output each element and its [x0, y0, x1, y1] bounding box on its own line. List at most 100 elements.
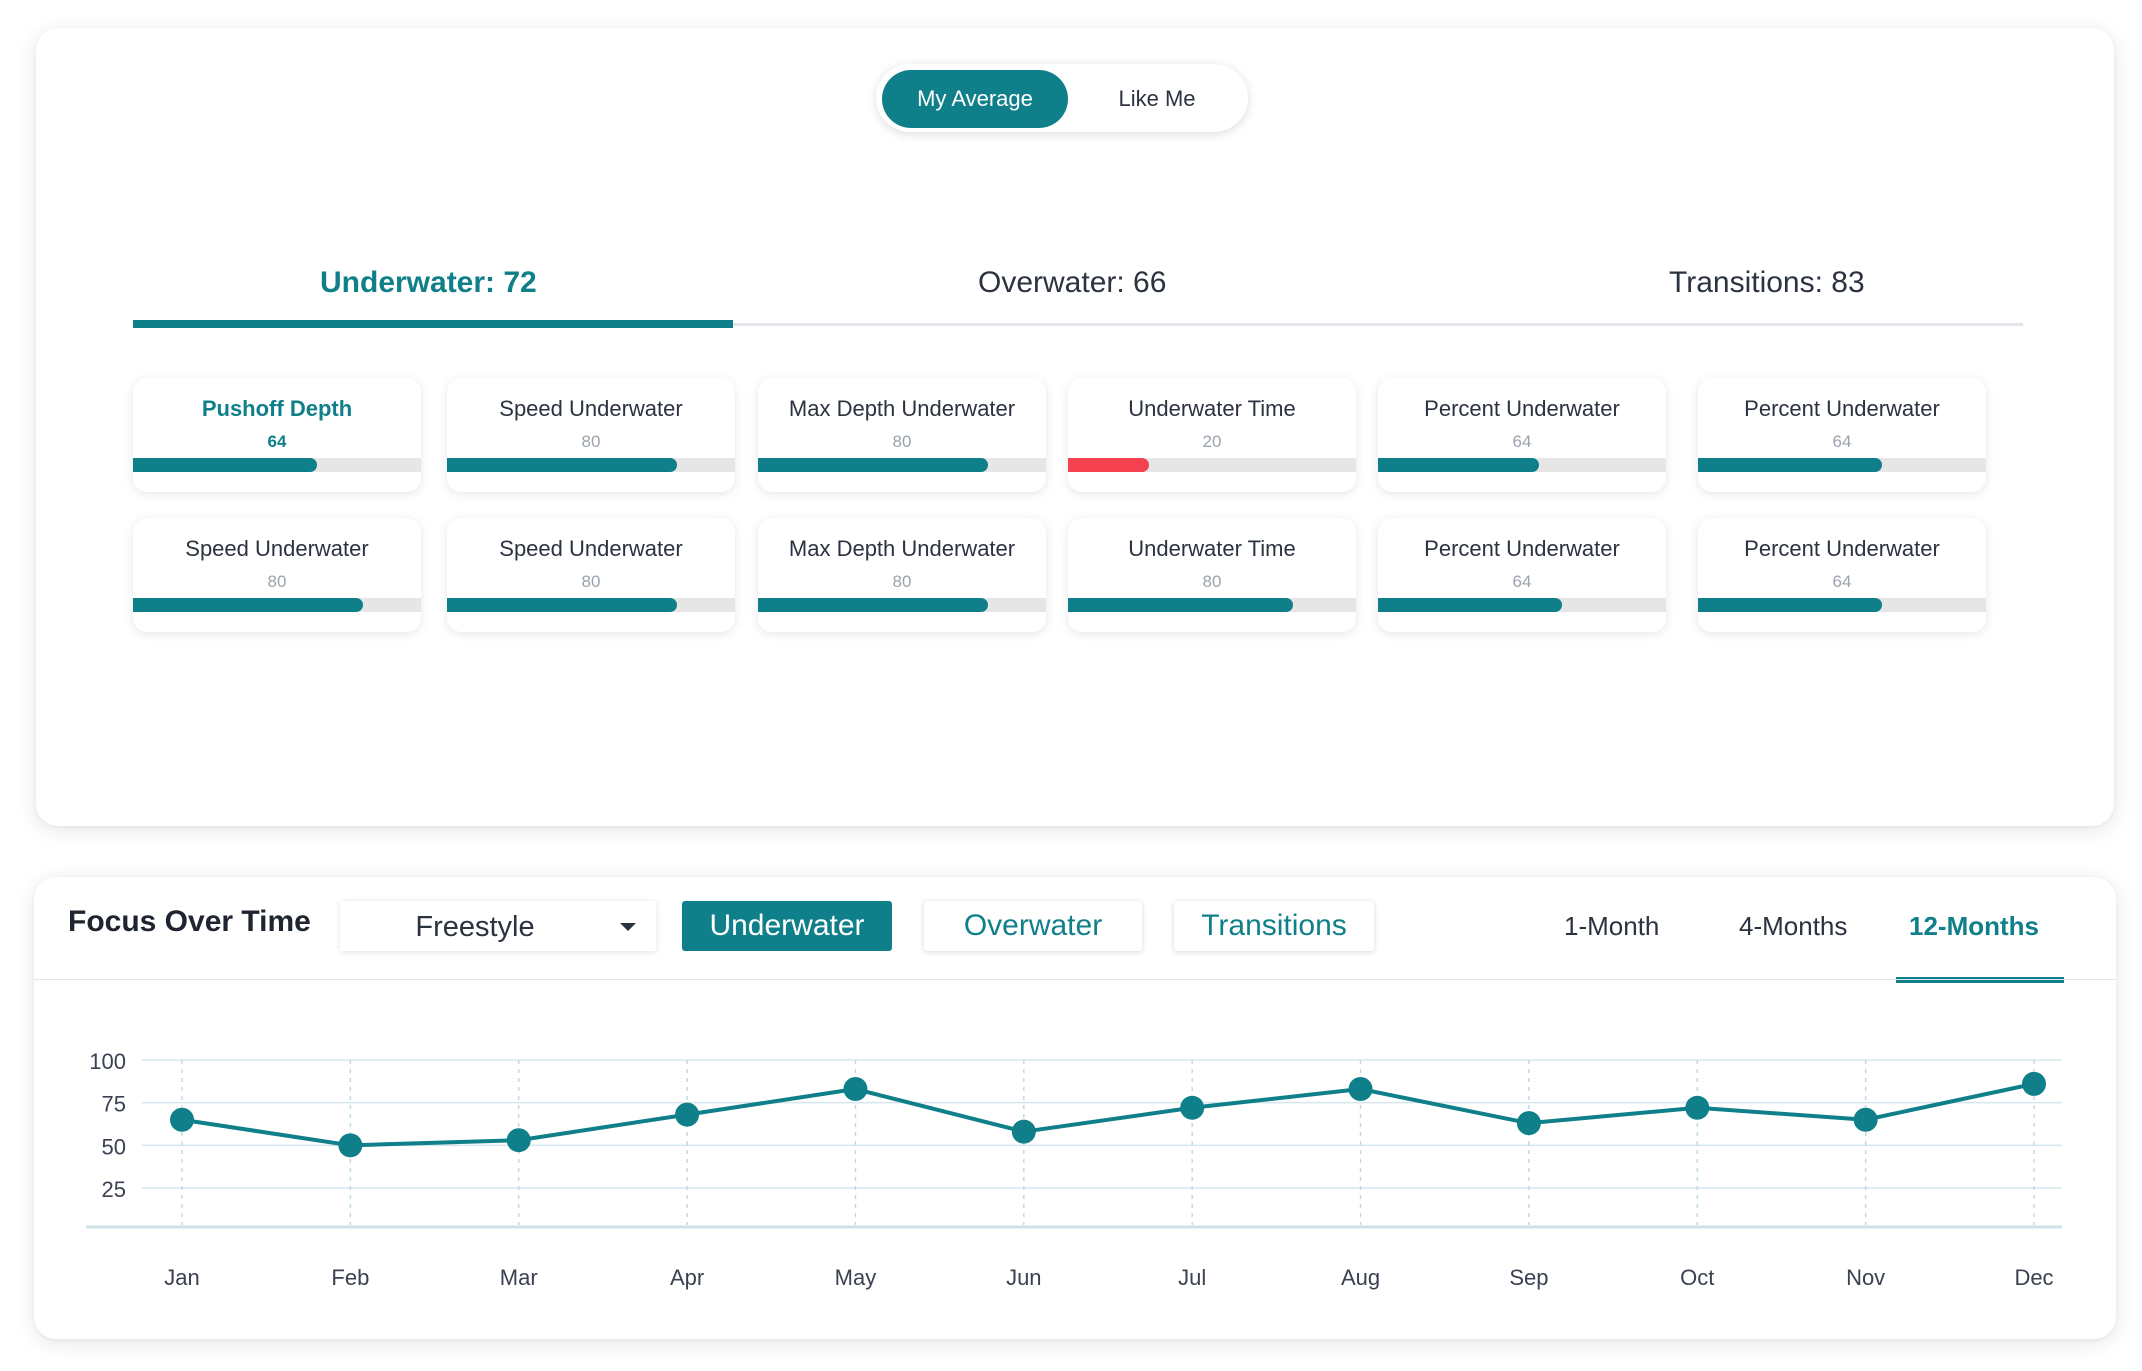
- metric-card[interactable]: Speed Underwater 80: [447, 518, 735, 632]
- metric-value: 64: [1832, 572, 1852, 591]
- focus-title: Focus Over Time: [68, 905, 311, 938]
- metric-card[interactable]: Percent Underwater 64: [1378, 378, 1666, 492]
- metric-label: Percent Underwater: [1744, 396, 1940, 421]
- data-point: [1348, 1077, 1373, 1102]
- data-point: [1180, 1095, 1205, 1120]
- series-line: [181, 1081, 2035, 1148]
- metric-progress-track: [1068, 458, 1356, 472]
- data-point: [506, 1128, 531, 1153]
- metric-card[interactable]: Percent Underwater 64: [1378, 518, 1666, 632]
- tab-transitions[interactable]: Transitions: 83: [1669, 266, 1865, 299]
- metric-label: Speed Underwater: [185, 536, 369, 561]
- data-point: [1853, 1107, 1878, 1132]
- metric-label: Underwater Time: [1128, 536, 1296, 561]
- metric-progress-track: [1068, 598, 1356, 612]
- header-divider: [34, 979, 2116, 980]
- metric-progress-fill: [447, 458, 678, 472]
- x-tick-label: Mar: [500, 1265, 538, 1290]
- data-point: [170, 1107, 194, 1132]
- metric-card[interactable]: Percent Underwater 64: [1698, 518, 1986, 632]
- metric-card[interactable]: Speed Underwater 80: [447, 378, 735, 492]
- metric-value: 80: [267, 572, 287, 591]
- metric-progress-track: [758, 598, 1046, 612]
- metric-progress-fill: [1378, 458, 1540, 472]
- x-tick-label: Nov: [1846, 1265, 1885, 1290]
- metric-progress-fill: [1068, 598, 1293, 612]
- metric-label: Percent Underwater: [1744, 536, 1940, 561]
- metric-card[interactable]: Underwater Time 80: [1068, 518, 1356, 632]
- y-tick-label: 100: [89, 1049, 126, 1074]
- metric-card[interactable]: Percent Underwater 64: [1698, 378, 1986, 492]
- x-tick-label: Apr: [670, 1265, 704, 1290]
- period-1-month[interactable]: 1-Month: [1564, 911, 1660, 941]
- metric-value: 80: [1202, 572, 1222, 591]
- like-me-option[interactable]: Like Me: [1118, 86, 1196, 111]
- x-tick-label: Sep: [1509, 1265, 1548, 1290]
- metric-label: Max Depth Underwater: [788, 536, 1016, 561]
- x-tick-label: Aug: [1341, 1265, 1380, 1290]
- x-tick-label: Jul: [1178, 1265, 1206, 1290]
- metric-progress-fill: [1378, 598, 1563, 612]
- period-4-months[interactable]: 4-Months: [1739, 911, 1848, 941]
- metric-label: Speed Underwater: [499, 536, 683, 561]
- metric-progress-track: [1698, 598, 1986, 612]
- focus-line-chart: 100 75 50 25 Jan Feb Mar Apr May Jun Jul Aug Sep Oct N…: [86, 1049, 2062, 1290]
- x-tick-label: May: [835, 1265, 877, 1290]
- metric-label: Percent Underwater: [1424, 396, 1620, 421]
- metric-progress-fill: [133, 598, 364, 612]
- data-point: [675, 1102, 700, 1127]
- x-tick-label: Jan: [164, 1265, 199, 1290]
- x-tick-label: Dec: [2014, 1265, 2053, 1290]
- segment-transitions[interactable]: Transitions: [1174, 901, 1374, 951]
- x-tick-label: Jun: [1006, 1265, 1041, 1290]
- x-tick-label: Feb: [331, 1265, 369, 1290]
- metric-value: 80: [892, 432, 912, 451]
- metric-value: 80: [581, 432, 601, 451]
- data-point: [338, 1133, 363, 1158]
- metric-progress-track: [1698, 458, 1986, 472]
- y-tick-label: 50: [102, 1134, 126, 1159]
- tab-overwater[interactable]: Overwater: 66: [978, 266, 1167, 299]
- my-average-option[interactable]: My Average: [882, 70, 1068, 128]
- tabs-divider: [133, 323, 2023, 326]
- metric-value: 20: [1202, 432, 1222, 451]
- metric-progress-fill: [1698, 598, 1883, 612]
- metric-value: 64: [1832, 432, 1852, 451]
- metric-progress-track: [1378, 598, 1666, 612]
- metric-card[interactable]: Pushoff Depth 64: [133, 378, 421, 492]
- focus-over-time-card: Focus Over Time Freestyle Underwater Ove…: [34, 877, 2116, 1339]
- metric-value: 80: [581, 572, 601, 591]
- segment-overwater[interactable]: Overwater: [924, 901, 1142, 951]
- period-12-months[interactable]: 12-Months: [1909, 911, 2039, 941]
- tab-underwater[interactable]: Underwater: 72: [320, 266, 537, 299]
- metric-progress-fill: [1698, 458, 1883, 472]
- metric-progress-track: [447, 598, 735, 612]
- data-point: [2022, 1071, 2046, 1096]
- metric-label: Max Depth Underwater: [788, 396, 1016, 421]
- data-point: [1685, 1095, 1710, 1120]
- metric-progress-fill: [1068, 458, 1149, 472]
- stroke-select[interactable]: Freestyle: [340, 901, 656, 951]
- segment-underwater[interactable]: Underwater: [682, 901, 892, 951]
- metric-progress-fill: [758, 598, 989, 612]
- metric-value: 64: [1512, 432, 1532, 451]
- metric-value: 64: [267, 432, 287, 451]
- metric-progress-fill: [758, 458, 989, 472]
- metric-progress-track: [447, 458, 735, 472]
- metric-label: Speed Underwater: [499, 396, 683, 421]
- metric-progress-track: [758, 458, 1046, 472]
- stroke-select-value: Freestyle: [415, 911, 535, 943]
- metric-card[interactable]: Max Depth Underwater 80: [758, 518, 1046, 632]
- metric-card[interactable]: Max Depth Underwater 80: [758, 378, 1046, 492]
- metric-card[interactable]: Underwater Time 20: [1068, 378, 1356, 492]
- y-tick-label: 25: [102, 1177, 126, 1202]
- metric-value: 64: [1512, 572, 1532, 591]
- active-tab-indicator: [133, 320, 733, 328]
- data-point: [1516, 1111, 1541, 1136]
- metric-card[interactable]: Speed Underwater 80: [133, 518, 421, 632]
- data-point: [843, 1077, 868, 1102]
- scores-card: My Average Like Me Underwater: 72 Overwa…: [36, 28, 2114, 826]
- metric-progress-track: [133, 458, 421, 472]
- metric-progress-track: [1378, 458, 1666, 472]
- metric-progress-track: [133, 598, 421, 612]
